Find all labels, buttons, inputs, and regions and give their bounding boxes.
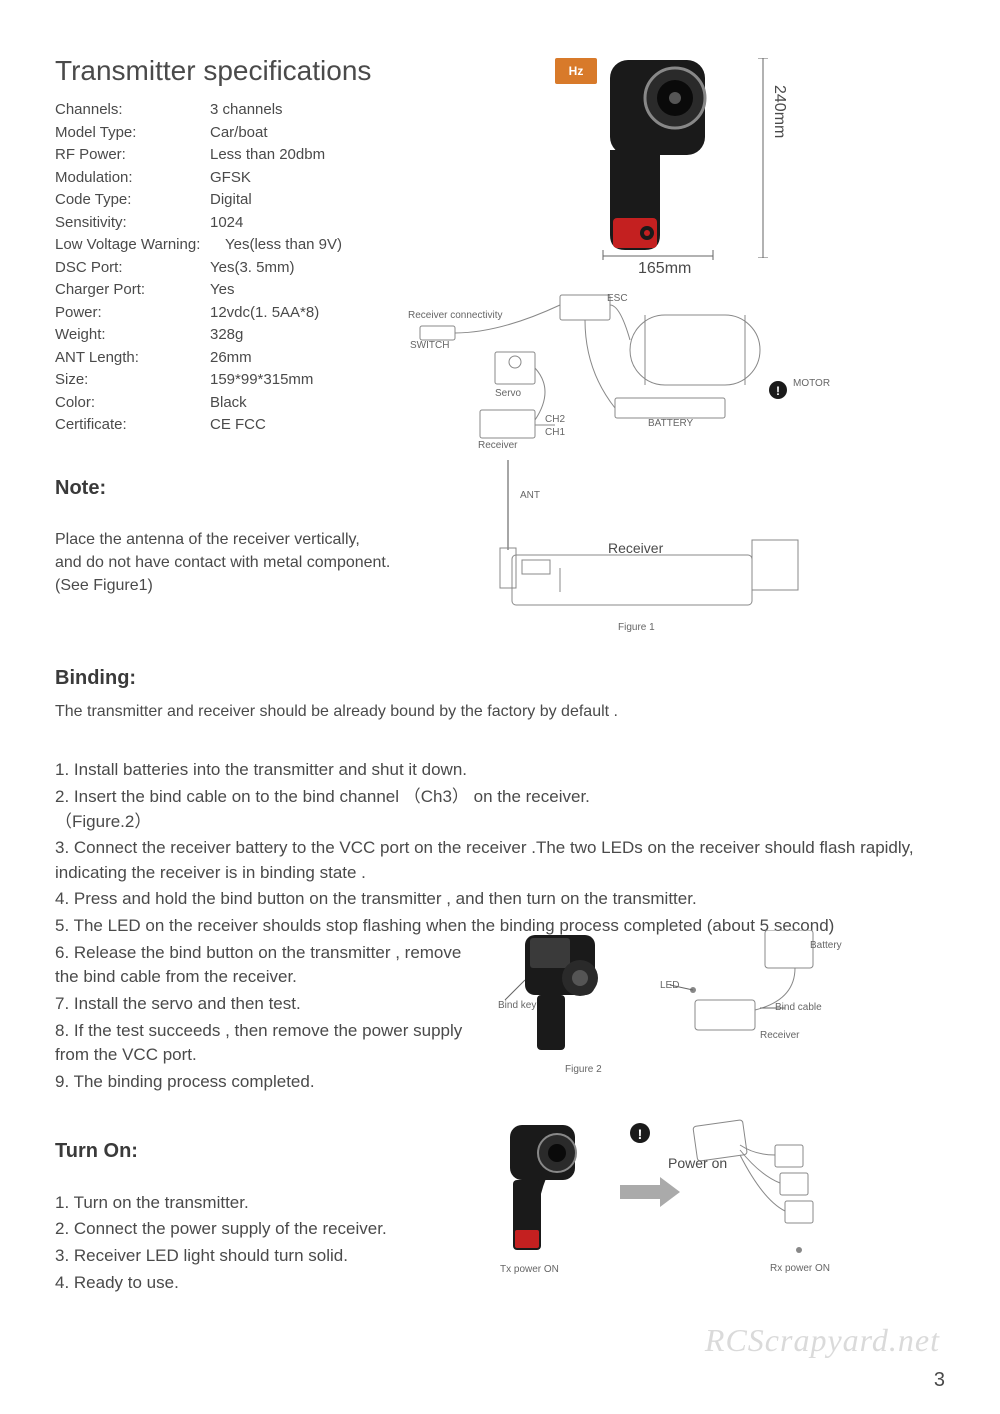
spec-label: Certificate: (55, 414, 210, 437)
binding-intro: The transmitter and receiver should be a… (55, 700, 950, 723)
spec-row: Modulation:GFSK (55, 167, 950, 190)
label-receiver-small: Receiver (478, 440, 517, 451)
label-power-on: Power on (668, 1155, 727, 1171)
list-item: 4. Press and hold the bind button on the… (55, 887, 950, 912)
spec-value: Less than 20dbm (210, 144, 325, 167)
spec-value: GFSK (210, 167, 251, 190)
label-rx-on: Rx power ON (770, 1263, 830, 1274)
spec-label: Power: (55, 302, 210, 325)
spec-label: Channels: (55, 99, 210, 122)
label-bind-cable: Bind cable (775, 1002, 822, 1013)
spec-row: Sensitivity:1024 (55, 212, 950, 235)
label-switch: SWITCH (410, 340, 449, 351)
dim-width-label: 165mm (638, 260, 691, 278)
label-esc: ESC (607, 293, 628, 304)
spec-value: 3 channels (210, 99, 283, 122)
label-servo: Servo (495, 388, 521, 399)
spec-value: 26mm (210, 347, 252, 370)
spec-label: ANT Length: (55, 347, 210, 370)
svg-text:Hz: Hz (569, 64, 584, 78)
label-ch1: CH1 (545, 427, 565, 438)
spec-value: Yes (210, 279, 234, 302)
figure1-caption: Figure 1 (618, 622, 655, 633)
spec-row: Channels:3 channels (55, 99, 950, 122)
label-receiver-conn: Receiver connectivity (408, 310, 502, 321)
label-tx-on: Tx power ON (500, 1264, 559, 1275)
page-title: Transmitter specifications (55, 55, 950, 87)
label-battery2: Battery (810, 940, 842, 951)
list-item: 8. If the test succeeds , then remove th… (55, 1019, 495, 1068)
dim-height-line (758, 58, 768, 258)
spec-value: CE FCC (210, 414, 266, 437)
page-number: 3 (934, 1369, 945, 1392)
label-ant: ANT (520, 490, 540, 501)
dim-height-label: 240mm (770, 85, 788, 138)
figure2-caption: Figure 2 (565, 1064, 602, 1075)
spec-label: Low Voltage Warning: (55, 234, 225, 257)
spec-label: RF Power: (55, 144, 210, 167)
spec-row: RF Power:Less than 20dbm (55, 144, 950, 167)
spec-row: Low Voltage Warning:Yes(less than 9V) (55, 234, 950, 257)
spec-row: Code Type:Digital (55, 189, 950, 212)
spec-value: Car/boat (210, 122, 268, 145)
spec-value: 12vdc(1. 5AA*8) (210, 302, 319, 325)
spec-label: Sensitivity: (55, 212, 210, 235)
spec-value: 328g (210, 324, 243, 347)
note-body: Place the antenna of the receiver vertic… (55, 528, 475, 598)
spec-label: Weight: (55, 324, 210, 347)
spec-value: 159*99*315mm (210, 369, 313, 392)
spec-label: Modulation: (55, 167, 210, 190)
list-item: 2. Insert the bind cable on to the bind … (55, 785, 950, 834)
spec-row: Model Type:Car/boat (55, 122, 950, 145)
spec-value: Yes(3. 5mm) (210, 257, 294, 280)
spec-label: DSC Port: (55, 257, 210, 280)
spec-label: Color: (55, 392, 210, 415)
transmitter-figure: Hz (555, 50, 775, 260)
label-led: LED (660, 980, 679, 991)
list-item: 6. Release the bind button on the transm… (55, 941, 485, 990)
list-item: 3. Connect the receiver battery to the V… (55, 836, 950, 885)
spec-label: Charger Port: (55, 279, 210, 302)
label-ch2: CH2 (545, 414, 565, 425)
binding-heading: Binding: (55, 667, 950, 690)
spec-value: 1024 (210, 212, 243, 235)
label-battery: BATTERY (648, 418, 693, 429)
spec-label: Code Type: (55, 189, 210, 212)
spec-label: Size: (55, 369, 210, 392)
spec-value: Yes(less than 9V) (225, 234, 342, 257)
label-receiver-fig1: Receiver (608, 540, 663, 556)
label-bind-key: Bind key (498, 1000, 536, 1011)
label-receiver2: Receiver (760, 1030, 799, 1041)
watermark: RCScrapyard.net (705, 1322, 940, 1359)
svg-text:!: ! (638, 1126, 643, 1142)
list-item: 1. Install batteries into the transmitte… (55, 758, 950, 783)
spec-value: Black (210, 392, 247, 415)
spec-label: Model Type: (55, 122, 210, 145)
label-motor: MOTOR (793, 378, 830, 389)
spec-value: Digital (210, 189, 252, 212)
spec-row: DSC Port:Yes(3. 5mm) (55, 257, 950, 280)
svg-text:!: ! (776, 384, 780, 398)
